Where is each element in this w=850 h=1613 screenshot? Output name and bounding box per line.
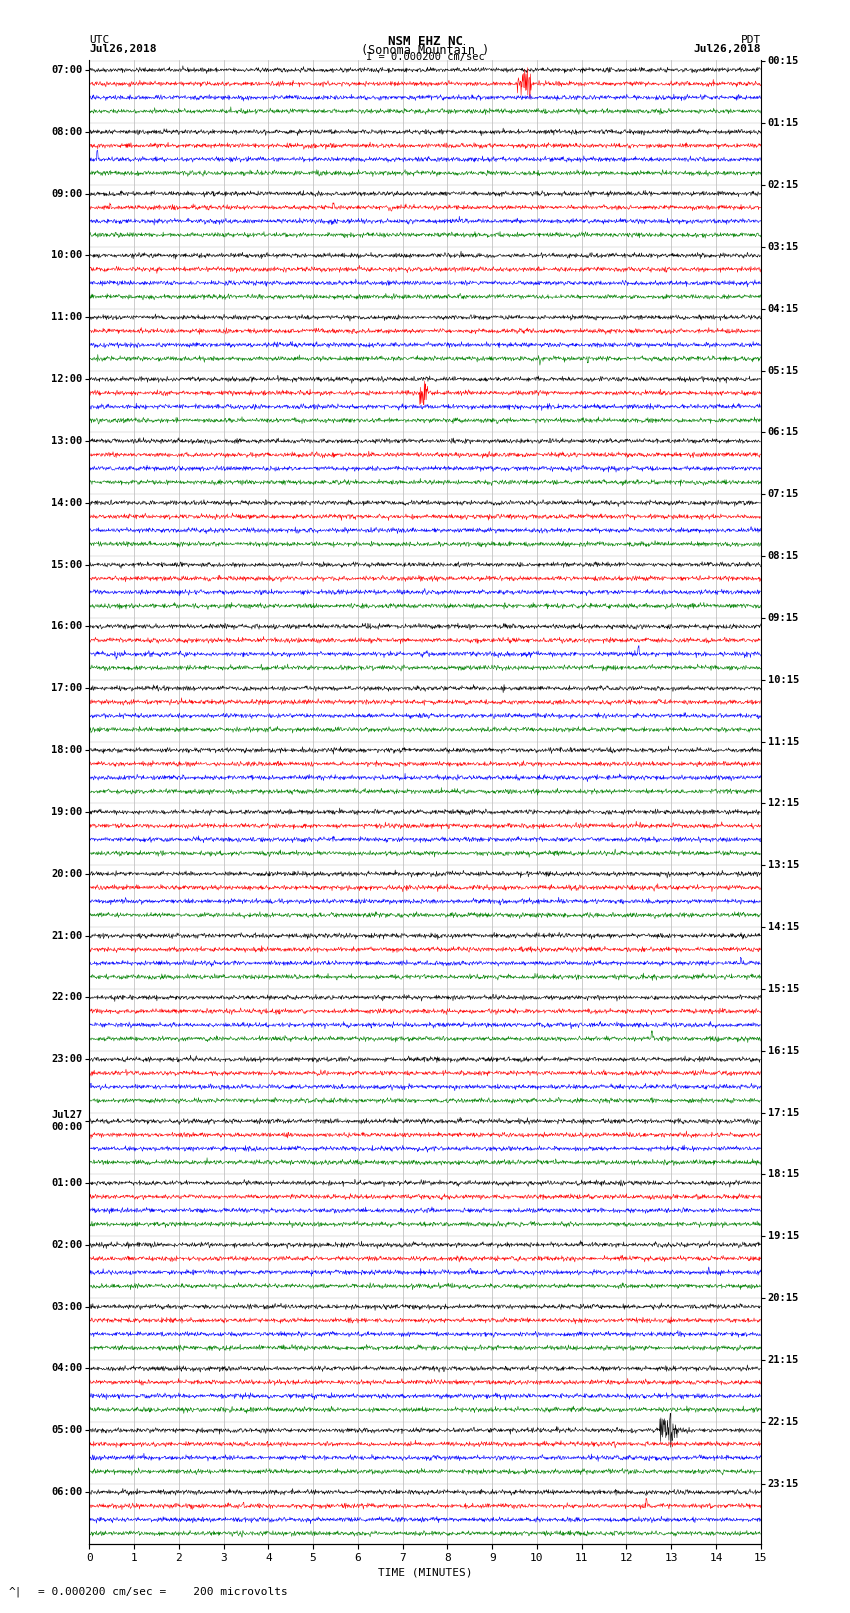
Text: PDT: PDT [740, 35, 761, 45]
Text: NSM EHZ NC: NSM EHZ NC [388, 35, 462, 48]
Text: UTC: UTC [89, 35, 110, 45]
Text: Jul26,2018: Jul26,2018 [694, 44, 761, 53]
Text: I = 0.000200 cm/sec: I = 0.000200 cm/sec [366, 52, 484, 61]
Text: (Sonoma Mountain ): (Sonoma Mountain ) [361, 44, 489, 56]
Text: Jul26,2018: Jul26,2018 [89, 44, 156, 53]
Text: ^|: ^| [8, 1586, 22, 1597]
Text: = 0.000200 cm/sec =    200 microvolts: = 0.000200 cm/sec = 200 microvolts [38, 1587, 288, 1597]
X-axis label: TIME (MINUTES): TIME (MINUTES) [377, 1568, 473, 1578]
